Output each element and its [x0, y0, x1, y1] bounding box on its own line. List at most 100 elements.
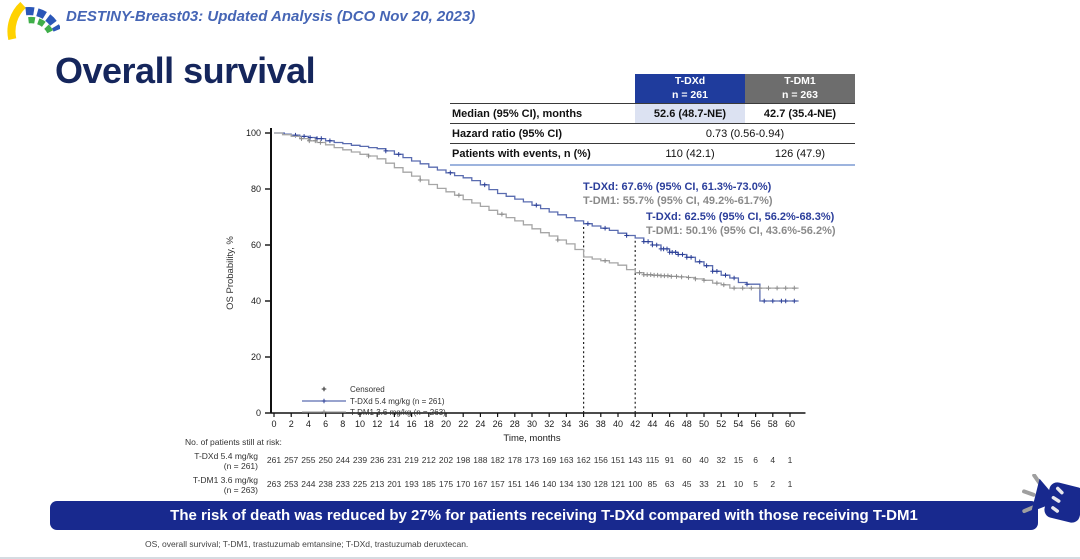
row-label-hazard-ratio: Hazard ratio (95% CI): [450, 123, 635, 143]
censor-mark: [417, 177, 423, 183]
at-risk-count: 1: [787, 455, 793, 465]
censor-mark: [783, 285, 788, 291]
at-risk-count: 255: [301, 455, 316, 465]
censor-mark: [714, 280, 720, 286]
annotation-42mo-tdxd: T-DXd: 62.5% (95% CI, 56.2%-68.3%): [646, 211, 835, 223]
x-tick-label: 16: [407, 419, 417, 429]
censor-mark: [396, 152, 401, 157]
at-risk-count: 1: [787, 479, 793, 489]
at-risk-label-tdm1: T-DM1 3.6 mg/kg (n = 263): [192, 475, 258, 495]
x-tick-label: 36: [579, 419, 589, 429]
x-tick-label: 48: [682, 419, 692, 429]
x-tick-label: 32: [544, 419, 554, 429]
censor-mark: [680, 252, 685, 257]
at-risk-count: 128: [593, 479, 608, 489]
at-risk-count: 151: [610, 455, 626, 465]
at-risk-count: 219: [404, 455, 419, 465]
speaker-icon[interactable]: [1018, 474, 1080, 546]
at-risk-count: 178: [507, 455, 522, 465]
y-axis-label: OS Probability, %: [225, 236, 236, 310]
at-risk-count: 244: [335, 455, 350, 465]
censor-mark: [448, 170, 453, 176]
x-tick-label: 24: [475, 419, 485, 429]
at-risk-count: 115: [645, 455, 660, 465]
x-tick-label: 58: [768, 419, 778, 429]
censor-mark: [637, 270, 642, 275]
at-risk-count: 193: [404, 479, 419, 489]
censor-mark: [673, 250, 678, 255]
at-risk-count: 170: [456, 479, 471, 489]
at-risk-count: 157: [490, 479, 505, 489]
censor-mark: [714, 269, 720, 274]
censor-mark: [731, 275, 737, 281]
censor-mark: [744, 281, 750, 287]
censor-mark: [669, 274, 674, 279]
x-tick-label: 4: [306, 419, 311, 429]
events-tdm1: 126 (47.9): [745, 143, 855, 164]
censor-mark: [731, 285, 737, 291]
censor-mark: [555, 237, 561, 243]
legend-plus: [321, 398, 327, 404]
median-tdm1: 42.7 (35.4-NE): [745, 103, 855, 123]
censor-mark: [299, 136, 304, 141]
censor-mark: [664, 246, 670, 252]
at-risk-count: 239: [352, 455, 368, 465]
censor-mark: [482, 182, 487, 188]
at-risk-count: 212: [421, 455, 436, 465]
at-risk-count: 253: [284, 479, 299, 489]
at-risk-count: 40: [699, 455, 709, 465]
at-risk-count: 146: [524, 479, 540, 489]
x-tick-label: 8: [340, 419, 345, 429]
row-label-events: Patients with events, n (%): [450, 143, 635, 164]
censor-mark: [624, 233, 629, 238]
at-risk-count: 188: [473, 455, 488, 465]
censor-mark: [688, 255, 694, 260]
censor-mark: [456, 192, 462, 198]
hazard-ratio-value: 0.73 (0.56-0.94): [635, 123, 855, 143]
column-header-tdxd: T-DXd n = 261: [635, 74, 745, 103]
x-axis-label: Time, months: [503, 433, 560, 444]
x-tick-label: 28: [510, 419, 520, 429]
at-risk-count: 250: [318, 455, 333, 465]
censor-mark: [655, 272, 660, 278]
censor-mark: [761, 298, 767, 304]
at-risk-count: 156: [593, 455, 608, 465]
censor-mark: [701, 278, 707, 283]
at-risk-count: 238: [318, 479, 333, 489]
at-risk-count: 100: [628, 479, 643, 489]
at-risk-count: 163: [559, 455, 574, 465]
y-tick-label: 40: [251, 296, 261, 306]
legend-censored-marker: [321, 386, 327, 392]
censor-mark: [318, 140, 323, 145]
annotation-36mo-tdxd: T-DXd: 67.6% (95% CI, 61.3%-73.0%): [583, 181, 772, 193]
censor-mark: [697, 259, 702, 265]
at-risk-count: 173: [524, 455, 540, 465]
x-tick-label: 46: [665, 419, 675, 429]
y-tick-label: 80: [251, 184, 261, 194]
x-tick-label: 12: [372, 419, 382, 429]
at-risk-count: 143: [628, 455, 643, 465]
censor-mark: [674, 274, 679, 279]
at-risk-count: 202: [438, 455, 454, 465]
y-tick-label: 20: [251, 352, 261, 362]
censor-mark: [327, 138, 333, 144]
at-risk-count: 10: [733, 479, 744, 489]
at-risk-count: 45: [682, 479, 692, 489]
censor-mark: [792, 285, 797, 291]
y-tick-label: 60: [251, 240, 261, 250]
censor-mark: [645, 239, 651, 244]
at-risk-count: 169: [542, 455, 557, 465]
censor-mark: [319, 136, 324, 141]
at-risk-count: 151: [507, 479, 522, 489]
at-risk-count: 182: [490, 455, 505, 465]
censor-mark: [313, 138, 318, 144]
censor-mark: [704, 263, 709, 268]
x-tick-label: 56: [751, 419, 761, 429]
at-risk-count: 2: [770, 479, 776, 489]
censor-mark: [602, 225, 608, 231]
censor-mark: [307, 135, 313, 140]
annotation-42mo-tdm1: T-DM1: 50.1% (95% CI, 43.6%-56.2%): [646, 225, 836, 237]
censor-mark: [499, 211, 505, 217]
